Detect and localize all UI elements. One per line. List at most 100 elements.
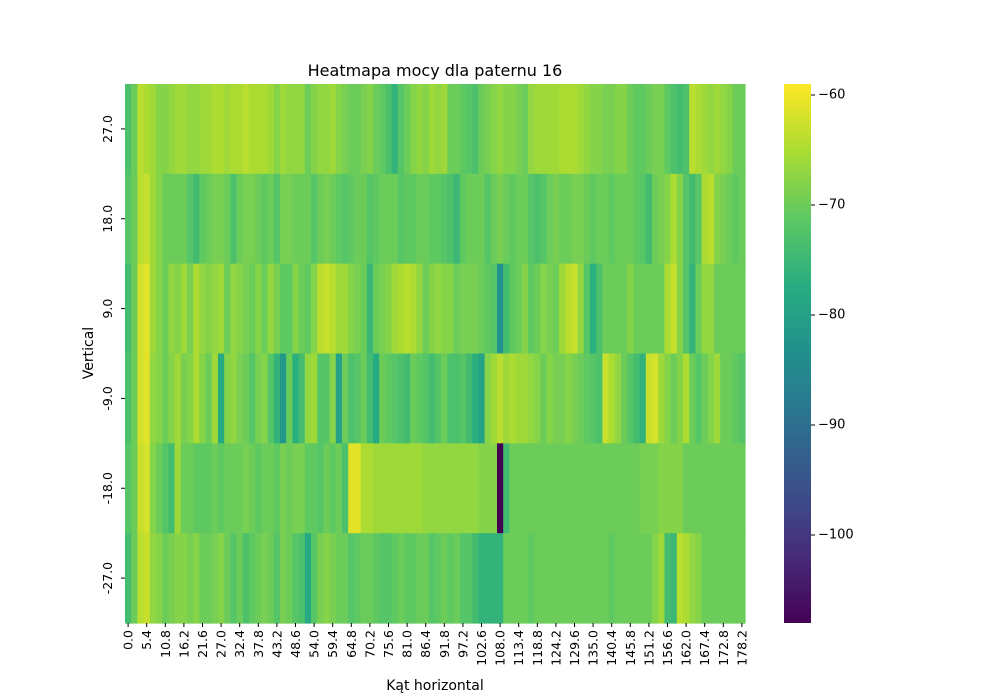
heatmap-cell xyxy=(230,533,238,624)
y-tick-label: -9.0 xyxy=(100,386,115,410)
heatmap-cell xyxy=(137,443,145,534)
heatmap-cell xyxy=(224,353,231,444)
heatmap-cell xyxy=(416,533,424,624)
heatmap-cell xyxy=(633,353,641,444)
heatmap-cell xyxy=(596,263,603,355)
heatmap-cell xyxy=(348,173,355,265)
heatmap-cell xyxy=(484,353,492,444)
x-axis-label: Kąt horizontal xyxy=(386,678,484,694)
heatmap-cell xyxy=(738,173,746,265)
heatmap-cell xyxy=(193,353,200,444)
heatmap-cell xyxy=(639,173,647,265)
heatmap-cell xyxy=(608,263,616,355)
heatmap-cell xyxy=(614,84,622,175)
heatmap-cell xyxy=(714,173,721,265)
heatmap-cell xyxy=(472,353,479,444)
heatmap-cell xyxy=(738,443,746,534)
y-tick-label: 18.0 xyxy=(100,205,115,233)
heatmap-cell xyxy=(664,173,672,265)
heatmap-cell xyxy=(447,353,455,444)
colorbar-axis: −60 −70 −80 −90 −100 xyxy=(811,88,854,543)
heatmap-cell xyxy=(379,443,386,534)
x-tick-label: 135.0 xyxy=(586,630,601,666)
heatmap-cell xyxy=(342,84,349,175)
heatmap-cell xyxy=(329,353,337,444)
heatmap-cell xyxy=(664,353,672,444)
heatmap-cell xyxy=(453,173,461,265)
x-tick-label: 54.0 xyxy=(307,630,322,658)
heatmap-cell xyxy=(565,173,572,265)
heatmap-cell xyxy=(559,84,566,175)
heatmap-cell xyxy=(211,353,219,444)
heatmap-cell xyxy=(534,533,541,624)
heatmap-cell xyxy=(211,263,219,355)
heatmap-cell xyxy=(131,533,138,624)
heatmap-cell xyxy=(633,443,641,534)
heatmap-cell xyxy=(329,443,337,534)
heatmap-cell xyxy=(559,263,566,355)
heatmap-cell xyxy=(497,533,504,624)
heatmap-cell xyxy=(292,533,300,624)
heatmap-cell xyxy=(168,173,176,265)
heatmap-cell xyxy=(125,263,132,355)
heatmap-cell xyxy=(298,263,306,355)
heatmap-cell xyxy=(422,84,430,175)
heatmap-cell xyxy=(540,84,548,175)
heatmap-cell xyxy=(441,443,448,534)
heatmap-cell xyxy=(732,353,740,444)
heatmap-cell xyxy=(187,443,194,534)
heatmap-cell xyxy=(292,263,300,355)
heatmap-cell xyxy=(472,84,479,175)
heatmap-cell xyxy=(645,263,653,355)
heatmap-cell xyxy=(633,173,641,265)
heatmap-cell xyxy=(453,533,461,624)
heatmap-cell xyxy=(230,84,238,175)
heatmap-cell xyxy=(490,353,498,444)
heatmap-cell xyxy=(441,173,448,265)
heatmap-cell xyxy=(255,84,262,175)
heatmap-cell xyxy=(304,263,312,355)
heatmap-cell xyxy=(391,173,399,265)
x-tick-label: 75.6 xyxy=(381,630,396,658)
colorbar-tick-label: −60 xyxy=(818,88,845,103)
heatmap-cell xyxy=(676,84,684,175)
heatmap-cell xyxy=(695,353,703,444)
heatmap-cell xyxy=(180,263,188,355)
heatmap-cell xyxy=(726,263,734,355)
heatmap-cell xyxy=(670,443,678,534)
heatmap-cell xyxy=(534,443,541,534)
heatmap-cell xyxy=(137,533,145,624)
heatmap-cell xyxy=(552,263,560,355)
heatmap-cell xyxy=(652,84,659,175)
heatmap-cell xyxy=(503,443,510,534)
heatmap-cell xyxy=(162,533,169,624)
heatmap-cell xyxy=(577,443,585,534)
heatmap-cell xyxy=(490,443,498,534)
heatmap-cell xyxy=(503,353,510,444)
heatmap-cell xyxy=(311,84,318,175)
heatmap-cell xyxy=(156,533,163,624)
heatmap-cell xyxy=(143,533,151,624)
heatmap-cell xyxy=(683,443,690,534)
heatmap-cell xyxy=(701,173,709,265)
heatmap-cell xyxy=(397,263,405,355)
heatmap-cell xyxy=(701,263,709,355)
heatmap-cell xyxy=(199,353,207,444)
heatmap-cell xyxy=(515,84,523,175)
heatmap-cell xyxy=(441,263,448,355)
heatmap-cell xyxy=(714,533,721,624)
heatmap-cell xyxy=(453,443,461,534)
heatmap-cell xyxy=(249,353,256,444)
heatmap-cell xyxy=(397,443,405,534)
heatmap-cell xyxy=(435,353,442,444)
heatmap-cell xyxy=(391,263,399,355)
heatmap-cell xyxy=(205,353,213,444)
heatmap-cell xyxy=(503,533,510,624)
heatmap-cell xyxy=(546,173,554,265)
heatmap-cell xyxy=(162,84,169,175)
y-tick-label: -18.0 xyxy=(100,472,115,504)
heatmap-cell xyxy=(509,173,517,265)
heatmap-cell xyxy=(621,263,628,355)
heatmap-cell xyxy=(478,84,486,175)
heatmap-cell xyxy=(236,533,244,624)
